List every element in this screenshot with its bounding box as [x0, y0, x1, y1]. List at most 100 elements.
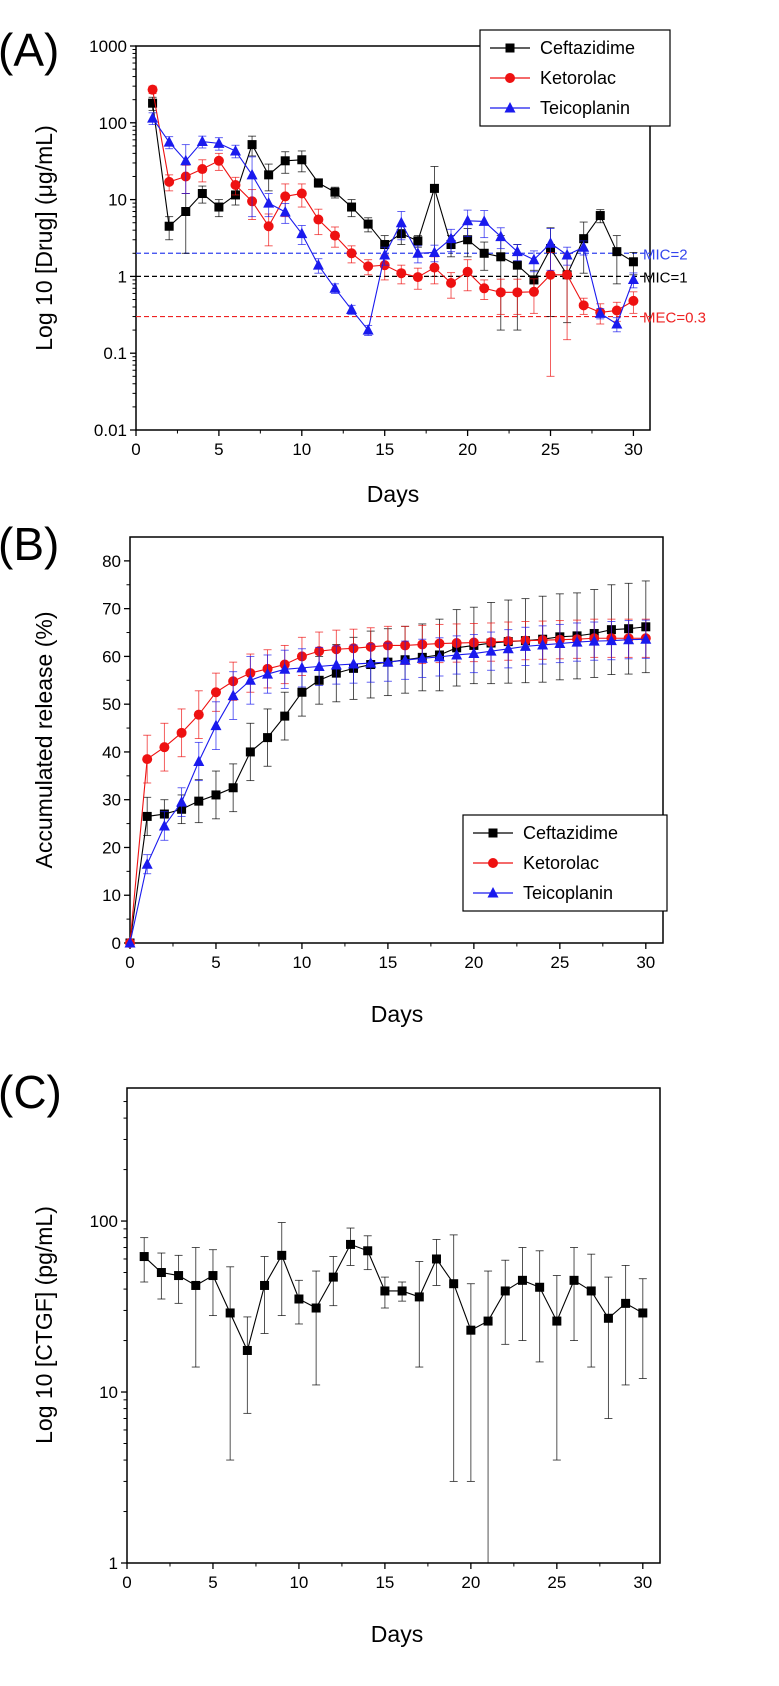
data-point	[191, 1280, 201, 1290]
x-axis-title: Days	[367, 481, 419, 507]
data-point	[174, 1271, 184, 1281]
data-point	[468, 647, 480, 659]
data-point	[142, 811, 152, 821]
data-point	[451, 648, 463, 660]
data-point	[431, 1254, 441, 1264]
data-point	[554, 637, 566, 649]
y-axis-title: Log 10 [CTGF] (pg/mL)	[31, 1206, 57, 1444]
x-axis-title: Days	[371, 1001, 423, 1027]
data-point	[193, 709, 204, 720]
data-point	[380, 240, 390, 250]
data-point	[263, 221, 274, 232]
chart-panel-c: (C) 0 5 10 15 20 25 30 1 10 100 Days Log 10 [CTGF] (…	[0, 1066, 661, 1647]
data-point	[158, 819, 170, 831]
data-point	[449, 1279, 459, 1289]
legend-marker	[504, 102, 516, 113]
data-point	[363, 1246, 373, 1256]
data-point	[229, 144, 241, 156]
data-point	[313, 214, 324, 225]
series-line	[143, 1243, 644, 1353]
y-tick-label: 70	[102, 600, 121, 619]
data-point	[428, 246, 440, 257]
data-point	[594, 307, 606, 318]
data-point	[537, 638, 549, 650]
y-tick-label: 10	[102, 886, 121, 905]
data-point	[210, 687, 221, 698]
data-point	[512, 287, 523, 298]
x-tick-label: 0	[131, 440, 140, 459]
legend-label: Ceftazidime	[523, 823, 618, 843]
data-point	[479, 283, 490, 294]
data-point	[141, 858, 153, 869]
panel-label: (B)	[0, 518, 59, 570]
x-tick-label: 5	[214, 440, 223, 459]
data-point	[139, 1252, 149, 1262]
data-point	[586, 1286, 596, 1296]
data-point	[311, 1303, 321, 1313]
data-point	[363, 261, 374, 272]
data-point	[545, 237, 557, 248]
plot-frame	[126, 1087, 661, 1564]
data-point	[196, 135, 208, 147]
data-point	[280, 156, 290, 166]
data-point	[176, 796, 188, 807]
data-point	[433, 650, 445, 662]
panel-label: (C)	[0, 1066, 62, 1118]
data-point	[246, 168, 258, 180]
data-point	[395, 216, 407, 228]
data-point	[623, 633, 635, 645]
data-point	[412, 272, 423, 283]
data-point	[628, 295, 639, 306]
data-point	[495, 287, 506, 298]
legend-marker	[487, 887, 499, 898]
data-point	[552, 1316, 562, 1326]
data-point	[329, 230, 340, 241]
x-tick-label: 10	[292, 953, 311, 972]
data-point	[413, 236, 423, 246]
y-tick-label: 100	[90, 1212, 118, 1231]
y-tick-label: 50	[102, 695, 121, 714]
data-point	[194, 796, 204, 806]
y-tick-label: 100	[99, 114, 127, 133]
data-point	[466, 1325, 476, 1335]
y-tick-label: 1000	[89, 37, 127, 56]
data-point	[164, 176, 175, 187]
data-point	[463, 235, 473, 245]
chart-panel-b: (B) 0 5 10 15 20 25 30 0 10 20 30 40 50 60 70 80 Days Accu…	[0, 518, 668, 1027]
reference-line-label: MIC=2	[643, 246, 688, 263]
data-point	[142, 754, 153, 765]
data-point	[579, 234, 589, 244]
data-point	[348, 658, 360, 669]
y-tick-label: 1	[109, 1554, 118, 1573]
series-line	[152, 117, 634, 332]
data-point	[611, 305, 622, 316]
data-point	[245, 747, 255, 757]
data-point	[380, 1286, 390, 1296]
data-point	[545, 269, 556, 280]
x-tick-label: 0	[125, 953, 134, 972]
x-tick-label: 10	[292, 440, 311, 459]
y-tick-label: 0	[112, 934, 121, 953]
data-point	[214, 202, 224, 212]
x-tick-label: 20	[461, 1573, 480, 1592]
data-point	[296, 661, 308, 673]
data-point	[260, 1280, 270, 1290]
legend-marker	[488, 858, 498, 868]
data-point	[280, 711, 290, 721]
data-point	[382, 656, 394, 667]
data-point	[412, 247, 424, 258]
x-tick-label: 0	[122, 1573, 131, 1592]
data-point	[296, 188, 307, 199]
x-tick-label: 30	[636, 953, 655, 972]
data-point	[628, 257, 638, 267]
data-point	[414, 1292, 424, 1302]
panel-label: (A)	[0, 24, 59, 76]
data-point	[148, 98, 158, 108]
data-point	[346, 303, 358, 315]
y-tick-label: 0.1	[103, 344, 127, 363]
data-point	[528, 286, 539, 297]
series-ceftazidime	[148, 96, 638, 331]
data-point	[578, 241, 590, 252]
data-point	[156, 1268, 166, 1278]
